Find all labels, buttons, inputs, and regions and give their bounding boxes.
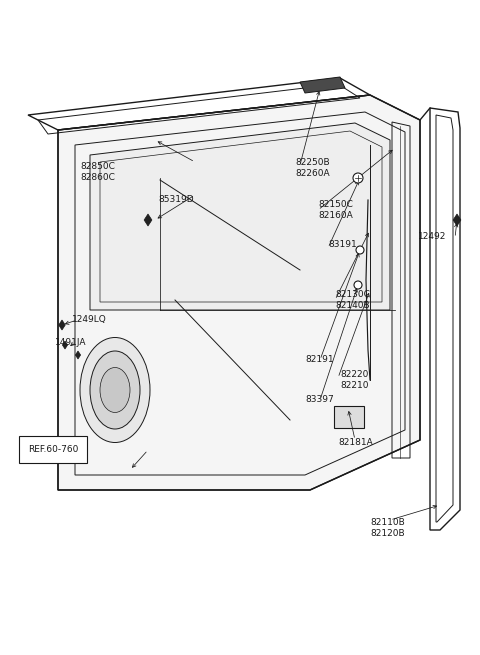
Text: 1491JA: 1491JA	[55, 338, 86, 347]
Text: 1249LQ: 1249LQ	[72, 315, 107, 324]
Text: 83397: 83397	[305, 395, 334, 404]
Text: 83191: 83191	[328, 240, 357, 249]
Text: 82181A: 82181A	[338, 438, 373, 447]
Text: REF.60-760: REF.60-760	[28, 445, 78, 454]
Ellipse shape	[100, 367, 130, 413]
Polygon shape	[144, 214, 152, 226]
Polygon shape	[75, 351, 81, 359]
Polygon shape	[62, 341, 68, 349]
Circle shape	[354, 281, 362, 289]
Polygon shape	[453, 214, 461, 226]
Text: 82250B
82260A: 82250B 82260A	[295, 158, 330, 178]
Polygon shape	[300, 77, 345, 93]
Text: 82150C
82160A: 82150C 82160A	[318, 200, 353, 219]
Polygon shape	[58, 95, 420, 490]
Text: 85319D: 85319D	[158, 195, 193, 204]
Polygon shape	[59, 320, 65, 330]
Ellipse shape	[90, 351, 140, 429]
Text: 82850C
82860C: 82850C 82860C	[80, 162, 115, 181]
Polygon shape	[90, 123, 390, 310]
Text: 82191: 82191	[305, 355, 334, 364]
Circle shape	[353, 173, 363, 183]
Text: 82130C
82140B: 82130C 82140B	[335, 290, 370, 310]
Text: 82110B
82120B: 82110B 82120B	[370, 518, 405, 538]
Circle shape	[356, 246, 364, 254]
Text: 12492: 12492	[418, 232, 446, 241]
Text: 82220
82210: 82220 82210	[340, 370, 369, 390]
Ellipse shape	[80, 337, 150, 443]
FancyBboxPatch shape	[334, 406, 364, 428]
